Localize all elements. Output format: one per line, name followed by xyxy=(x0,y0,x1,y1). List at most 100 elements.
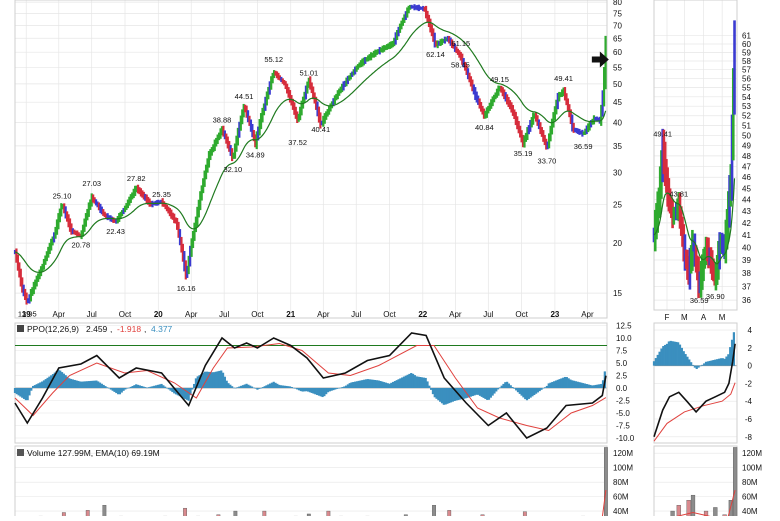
ppo-histogram-bar xyxy=(515,388,518,391)
ppo-histogram-bar xyxy=(167,388,170,390)
ppo-histogram-bar xyxy=(46,377,49,388)
inset-ppo-histogram-bar xyxy=(697,365,700,368)
ppo-histogram-bar xyxy=(582,383,585,388)
ppo-histogram-bar xyxy=(241,385,245,388)
ppo-histogram-bar xyxy=(569,379,572,388)
ppo-histogram-bar xyxy=(189,388,192,396)
ppo-histogram-bar xyxy=(538,388,541,392)
ppo-histogram-bar xyxy=(473,388,476,396)
inset-ppo-histogram-bar xyxy=(673,341,676,366)
main-y-tick-label: 80 xyxy=(613,0,622,7)
ppo-histogram-bar xyxy=(430,388,433,390)
ppo-histogram-bar xyxy=(100,383,103,388)
ppo-histogram-bar xyxy=(126,388,129,389)
main-y-tick-label: 65 xyxy=(613,34,622,43)
ppo-histogram-bar xyxy=(218,370,221,388)
ppo-histogram-bar xyxy=(330,388,333,391)
inset-ppo-histogram-bar xyxy=(710,360,713,366)
ppo-histogram-bar xyxy=(592,385,596,388)
ppo-histogram-bar xyxy=(173,388,176,394)
volume-volume-spike xyxy=(233,510,238,521)
ppo-histogram-bar xyxy=(551,381,554,388)
ppo-histogram-bar xyxy=(357,380,360,388)
ppo-histogram-bar xyxy=(536,388,539,393)
ppo-histogram-bar xyxy=(118,388,122,395)
ppo-histogram-bar xyxy=(516,388,520,393)
main-price-annotation: 32.10 xyxy=(223,165,242,174)
ppo-histogram-bar xyxy=(397,379,400,388)
inset-price-y-tick-label: 37 xyxy=(742,282,751,291)
ppo-histogram-bar xyxy=(489,388,492,398)
ppo-histogram-bar xyxy=(540,388,543,390)
ppo-histogram-bar xyxy=(480,388,483,397)
ppo-histogram-bar xyxy=(525,388,529,401)
ppo-histogram-bar xyxy=(93,380,96,388)
main-ema-line xyxy=(14,21,607,274)
inset-price-y-tick-label: 56 xyxy=(742,75,751,84)
ppo-histogram-bar xyxy=(171,388,174,393)
volume-legend-icon xyxy=(17,449,24,456)
inset-ppo-histogram-bar xyxy=(725,356,728,366)
main-price-annotation: 51.01 xyxy=(299,68,318,77)
ppo-histogram-bar xyxy=(88,381,91,388)
main-price-annotation: 55.12 xyxy=(264,55,283,64)
ppo-histogram-bar xyxy=(484,388,487,399)
ppo-histogram-bar xyxy=(406,374,409,388)
ppo-y-tick-label: -5.0 xyxy=(616,409,630,418)
ppo-histogram-bar xyxy=(446,388,449,404)
ppo-histogram-bar xyxy=(207,371,210,388)
ppo-histogram-bar xyxy=(482,388,485,398)
marks-layer xyxy=(13,4,738,521)
ppo-histogram-bar xyxy=(504,382,507,388)
ppo-histogram-bar xyxy=(144,387,147,388)
main-price-annotation: 44.51 xyxy=(235,92,254,101)
ppo-y-tick-label: 12.5 xyxy=(616,322,632,331)
ppo-histogram-bar xyxy=(402,376,406,388)
inset-ppo-histogram-bar xyxy=(688,359,691,366)
ppo-legend-separator: , xyxy=(110,324,112,334)
ppo-histogram-bar xyxy=(104,386,107,388)
ppo-y-tick-label: 10.0 xyxy=(616,334,632,343)
ppo-histogram-bar xyxy=(312,388,315,394)
inset-price-y-tick-label: 47 xyxy=(742,162,751,171)
ppo-histogram-bar xyxy=(42,380,46,388)
ppo-histogram-bar xyxy=(449,388,453,403)
ppo-legend-ppo-value: 2.459 xyxy=(86,324,108,334)
ppo-histogram-bar xyxy=(178,388,181,397)
ppo-histogram-bar xyxy=(314,388,317,395)
main-x-tick-label: Oct xyxy=(515,310,528,319)
ppo-histogram-bar xyxy=(44,379,47,388)
ppo-histogram-bar xyxy=(15,388,18,395)
ppo-histogram-bar xyxy=(558,379,561,388)
volume-y-tick-label: 120M xyxy=(613,449,633,458)
ppo-histogram-bar xyxy=(343,386,346,388)
inset-price-y-tick-label: 48 xyxy=(742,152,751,161)
ppo-histogram-bar xyxy=(366,379,369,388)
ppo-histogram-bar xyxy=(583,383,587,388)
ppo-histogram-bar xyxy=(471,388,474,397)
ppo-histogram-bar xyxy=(156,384,160,388)
ppo-histogram-bar xyxy=(509,385,512,388)
main-price-annotation: 40.41 xyxy=(311,125,330,134)
inset-ppo-histogram-bar xyxy=(719,358,722,366)
ppo-histogram-bar xyxy=(444,388,447,405)
ppo-histogram-bar xyxy=(140,385,143,388)
ppo-histogram-bar xyxy=(381,381,384,388)
main-x-tick-label: Oct xyxy=(383,310,396,319)
ppo-histogram-bar xyxy=(297,388,301,391)
main-x-tick-label: Jul xyxy=(87,310,97,319)
ppo-histogram-bar xyxy=(55,371,58,388)
ppo-histogram-bar xyxy=(59,370,62,388)
ppo-histogram-bar xyxy=(448,388,451,404)
ppo-histogram-bar xyxy=(151,386,154,388)
ppo-histogram-bar xyxy=(560,378,563,388)
ppo-histogram-bar xyxy=(229,384,232,388)
ppo-histogram-bar xyxy=(462,388,465,399)
volume-volume-spike xyxy=(432,505,436,521)
ppo-histogram-bar xyxy=(361,380,364,388)
inset-price-price-annotation: 36.59 xyxy=(690,296,709,305)
inset-price-y-tick-label: 55 xyxy=(742,84,751,93)
ppo-histogram-bar xyxy=(285,385,288,388)
main-price-annotation: 36.59 xyxy=(574,142,593,151)
ppo-histogram-bar xyxy=(382,382,386,388)
